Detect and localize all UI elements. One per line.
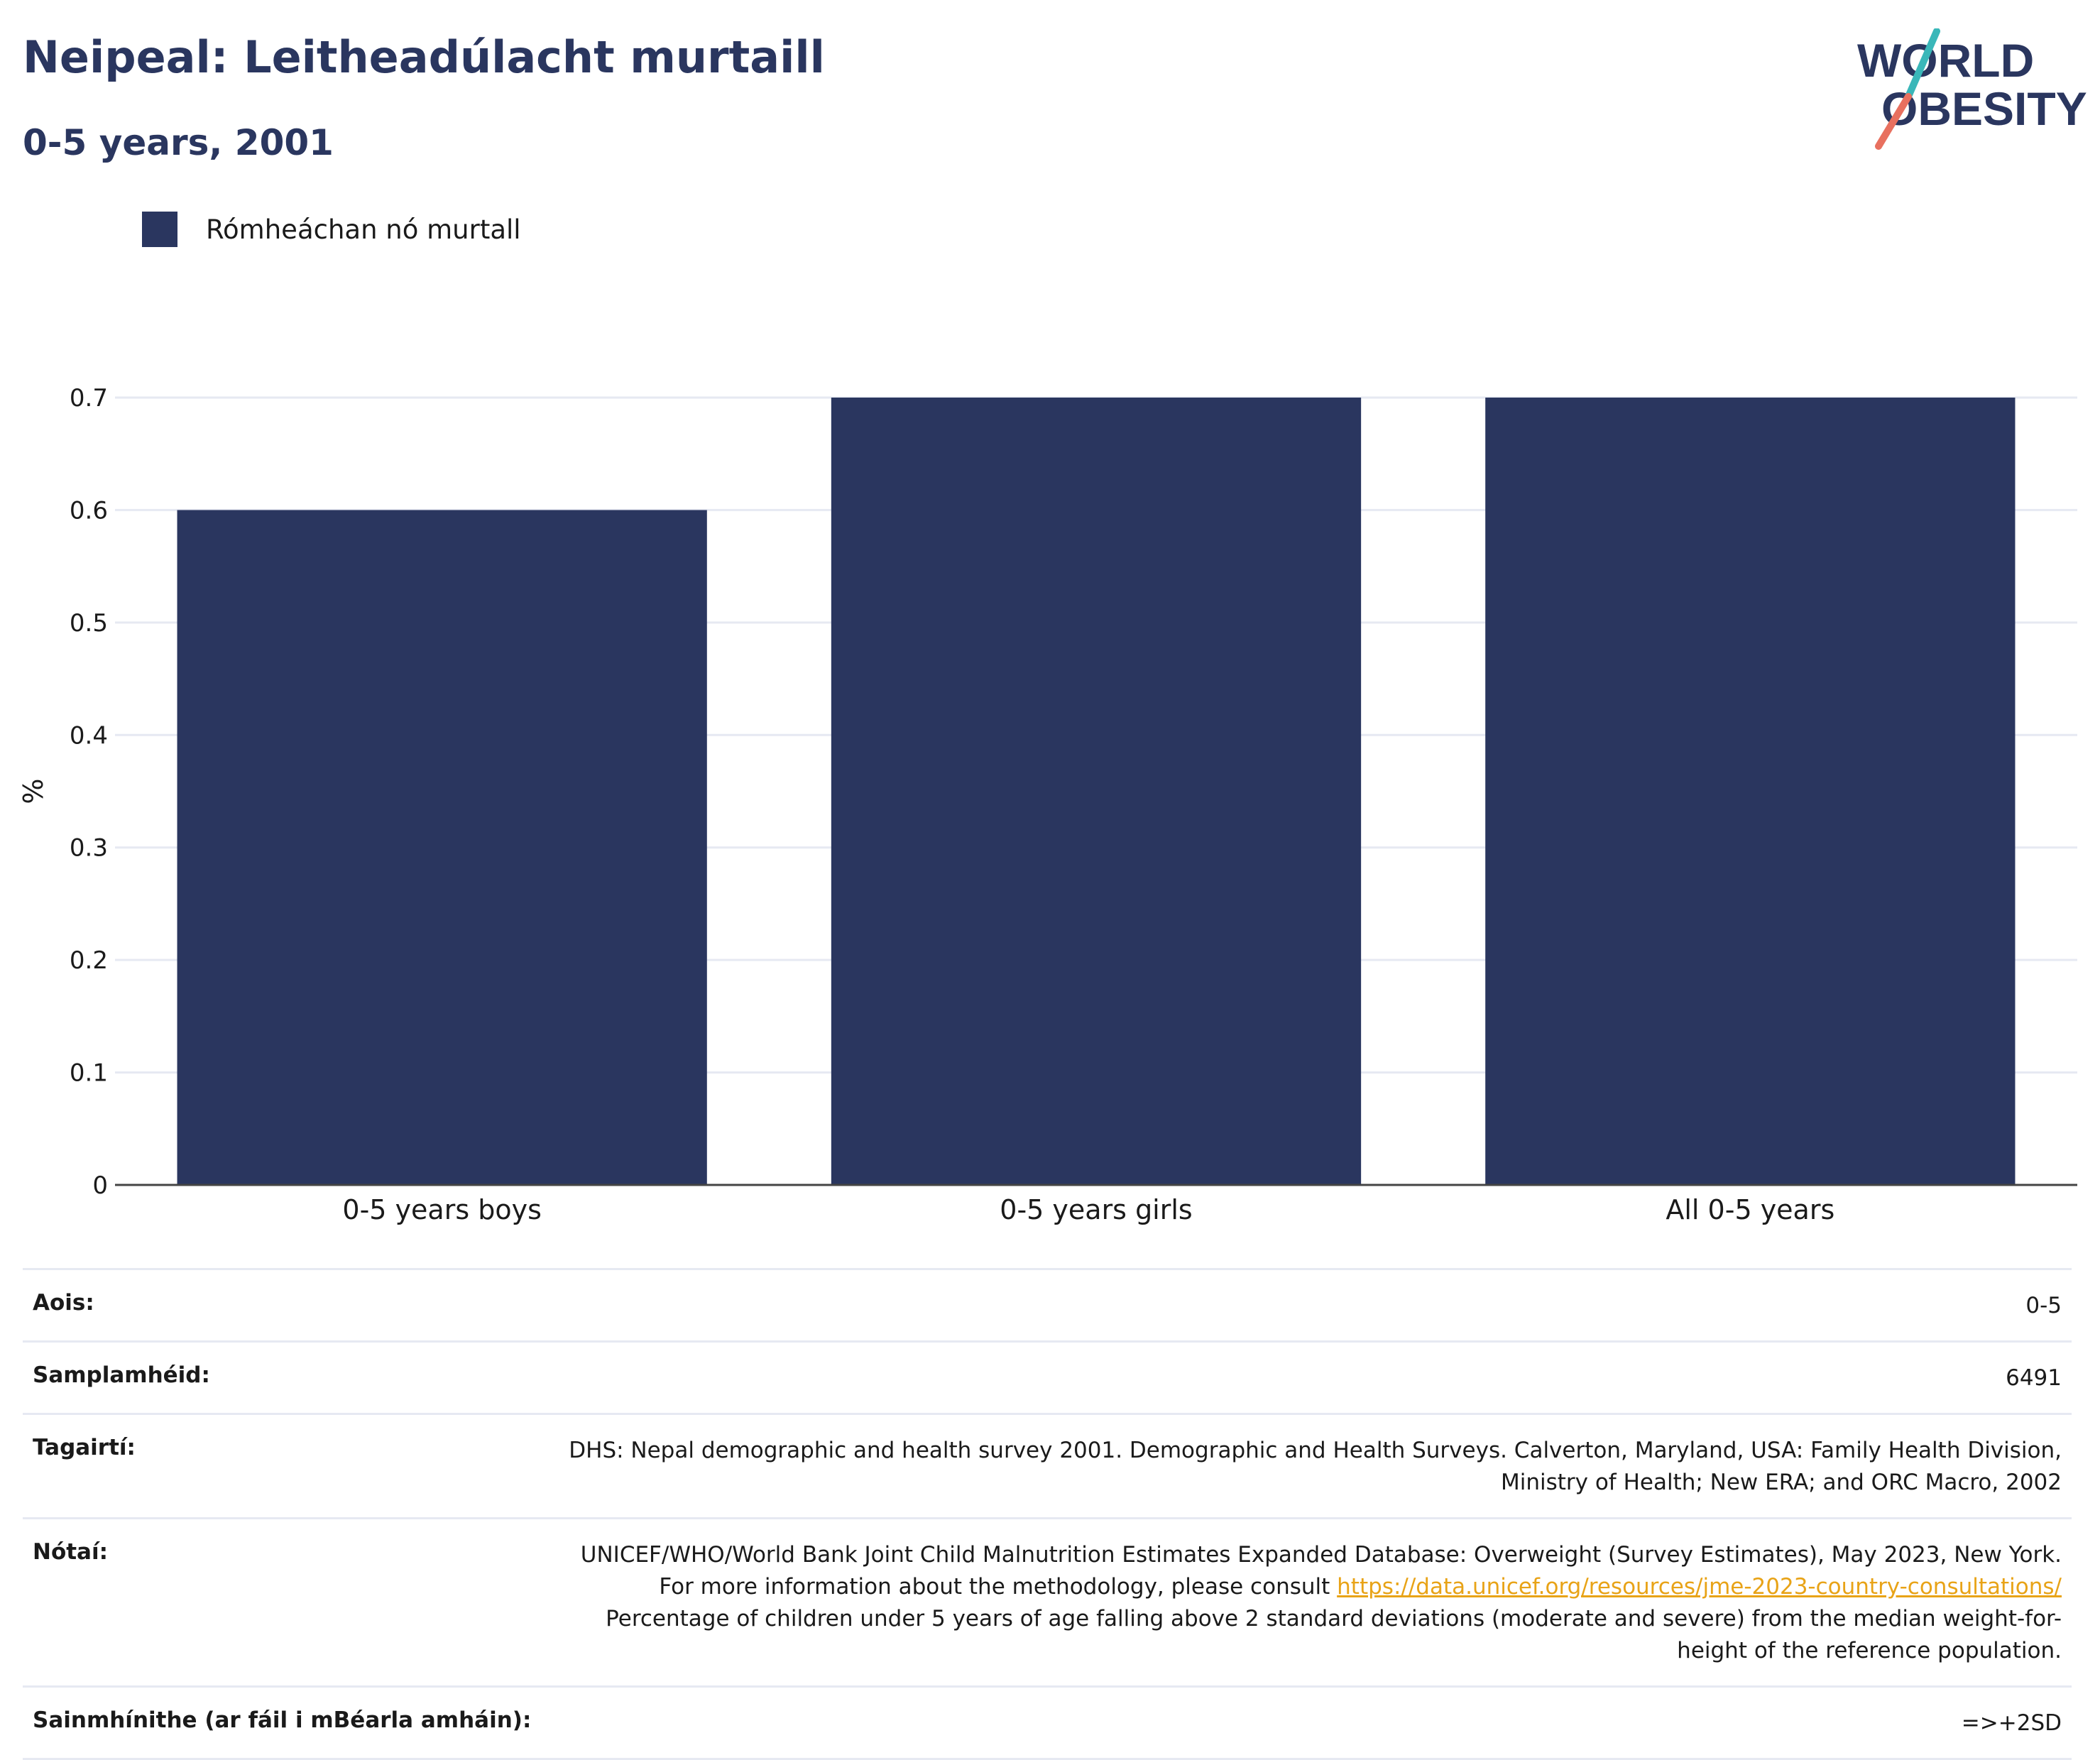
- methodology-link[interactable]: https://data.unicef.org/resources/jme-20…: [1337, 1574, 2062, 1600]
- chart-legend: Rómheáchan nó murtall: [142, 210, 521, 248]
- notes-label: Nótaí:: [33, 1539, 109, 1565]
- metadata-table: Aois: 0-5 Samplamhéid: 6491 Tagairtí: DH…: [23, 1268, 2072, 1760]
- bar: [177, 510, 707, 1185]
- meta-row-age: Aois: 0-5: [23, 1268, 2072, 1340]
- age-label: Aois:: [33, 1290, 94, 1316]
- meta-row-definitions: Sainmhínithe (ar fáil i mBéarla amháin):…: [23, 1685, 2072, 1760]
- logo-line2: OBESITY: [1881, 82, 2087, 135]
- x-tick-label: 0-5 years boys: [342, 1194, 541, 1225]
- bar: [831, 398, 1362, 1185]
- bar: [1485, 398, 2016, 1185]
- x-tick-label: All 0-5 years: [1666, 1194, 1834, 1225]
- page-title: Neipeal: Leitheadúlacht murtaill: [23, 31, 825, 83]
- y-tick-label: 0.7: [70, 384, 108, 412]
- page-subtitle: 0-5 years, 2001: [23, 122, 334, 163]
- references-value: DHS: Nepal demographic and health survey…: [569, 1438, 2062, 1495]
- y-tick-label: 0.1: [70, 1059, 108, 1088]
- legend-swatch: [142, 212, 177, 247]
- y-axis-title: %: [18, 778, 49, 804]
- y-tick-label: 0.3: [70, 834, 108, 863]
- bar-chart: 0 0.1 0.2 0.3 0.4 0.5 0.6 0.7 0-5 years boys 0-5 …: [18, 384, 2077, 1225]
- y-tick-label: 0: [92, 1171, 108, 1200]
- meta-row-notes: Nótaí: UNICEF/WHO/World Bank Joint Child…: [23, 1517, 2072, 1685]
- logo-slash-teal: [1905, 28, 1940, 100]
- sample-value: 6491: [2006, 1365, 2062, 1391]
- y-tick-label: 0.2: [70, 946, 108, 975]
- sample-label: Samplamhéid:: [33, 1362, 210, 1388]
- legend-label: Rómheáchan nó murtall: [206, 214, 521, 245]
- notes-value: UNICEF/WHO/World Bank Joint Child Malnut…: [542, 1539, 2062, 1667]
- notes-text-2: Percentage of children under 5 years of …: [606, 1606, 2062, 1663]
- y-tick-label: 0.6: [70, 496, 108, 525]
- world-obesity-logo: WORLD OBESITY: [1857, 28, 2087, 150]
- definitions-value: =>+2SD: [1961, 1710, 2062, 1736]
- y-tick-label: 0.4: [70, 721, 108, 750]
- age-value: 0-5: [2025, 1293, 2062, 1318]
- definitions-label: Sainmhínithe (ar fáil i mBéarla amháin):: [33, 1707, 532, 1733]
- meta-row-sample: Samplamhéid: 6491: [23, 1340, 2072, 1413]
- references-label: Tagairtí:: [33, 1435, 136, 1460]
- y-tick-label: 0.5: [70, 609, 108, 638]
- notes-text-1: UNICEF/WHO/World Bank Joint Child Malnut…: [580, 1542, 2062, 1600]
- logo-slash-coral: [1875, 93, 1912, 150]
- meta-row-references: Tagairtí: DHS: Nepal demographic and hea…: [23, 1413, 2072, 1517]
- logo-line1: WORLD: [1857, 34, 2034, 87]
- x-tick-label: 0-5 years girls: [1000, 1194, 1192, 1225]
